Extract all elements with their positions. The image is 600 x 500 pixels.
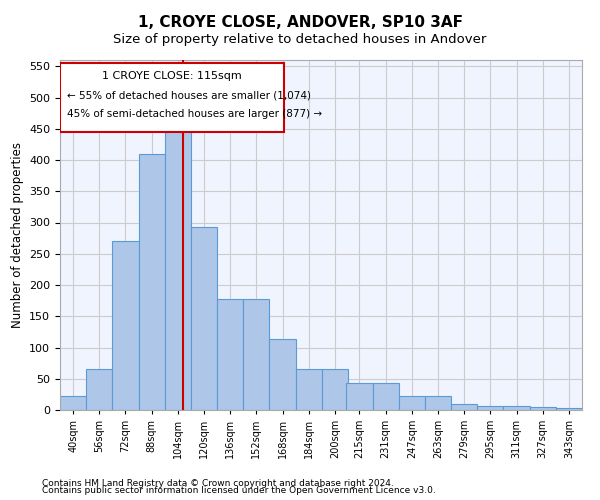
Text: Size of property relative to detached houses in Andover: Size of property relative to detached ho… <box>113 32 487 46</box>
Bar <box>556 408 582 410</box>
Bar <box>346 383 373 410</box>
Text: 1, CROYE CLOSE, ANDOVER, SP10 3AF: 1, CROYE CLOSE, ANDOVER, SP10 3AF <box>137 15 463 30</box>
Bar <box>217 298 243 410</box>
Bar <box>139 154 165 410</box>
Bar <box>243 298 269 410</box>
Bar <box>112 242 139 410</box>
Bar <box>269 340 296 410</box>
Bar <box>296 370 322 410</box>
Bar <box>86 370 112 410</box>
Bar <box>425 396 451 410</box>
Bar <box>477 406 503 410</box>
Bar <box>530 407 556 410</box>
Bar <box>165 126 191 410</box>
Text: 1 CROYE CLOSE: 115sqm: 1 CROYE CLOSE: 115sqm <box>103 70 242 81</box>
Bar <box>373 383 399 410</box>
Text: ← 55% of detached houses are smaller (1,074): ← 55% of detached houses are smaller (1,… <box>67 90 311 101</box>
Text: Contains HM Land Registry data © Crown copyright and database right 2024.: Contains HM Land Registry data © Crown c… <box>42 478 394 488</box>
Text: 45% of semi-detached houses are larger (877) →: 45% of semi-detached houses are larger (… <box>67 110 322 120</box>
Y-axis label: Number of detached properties: Number of detached properties <box>11 142 23 328</box>
Bar <box>582 408 600 410</box>
Bar <box>451 404 477 410</box>
Bar <box>191 227 217 410</box>
Bar <box>322 370 348 410</box>
Bar <box>60 63 284 132</box>
Text: Contains public sector information licensed under the Open Government Licence v3: Contains public sector information licen… <box>42 486 436 495</box>
Bar <box>503 406 530 410</box>
Bar <box>399 396 425 410</box>
Bar <box>60 396 86 410</box>
